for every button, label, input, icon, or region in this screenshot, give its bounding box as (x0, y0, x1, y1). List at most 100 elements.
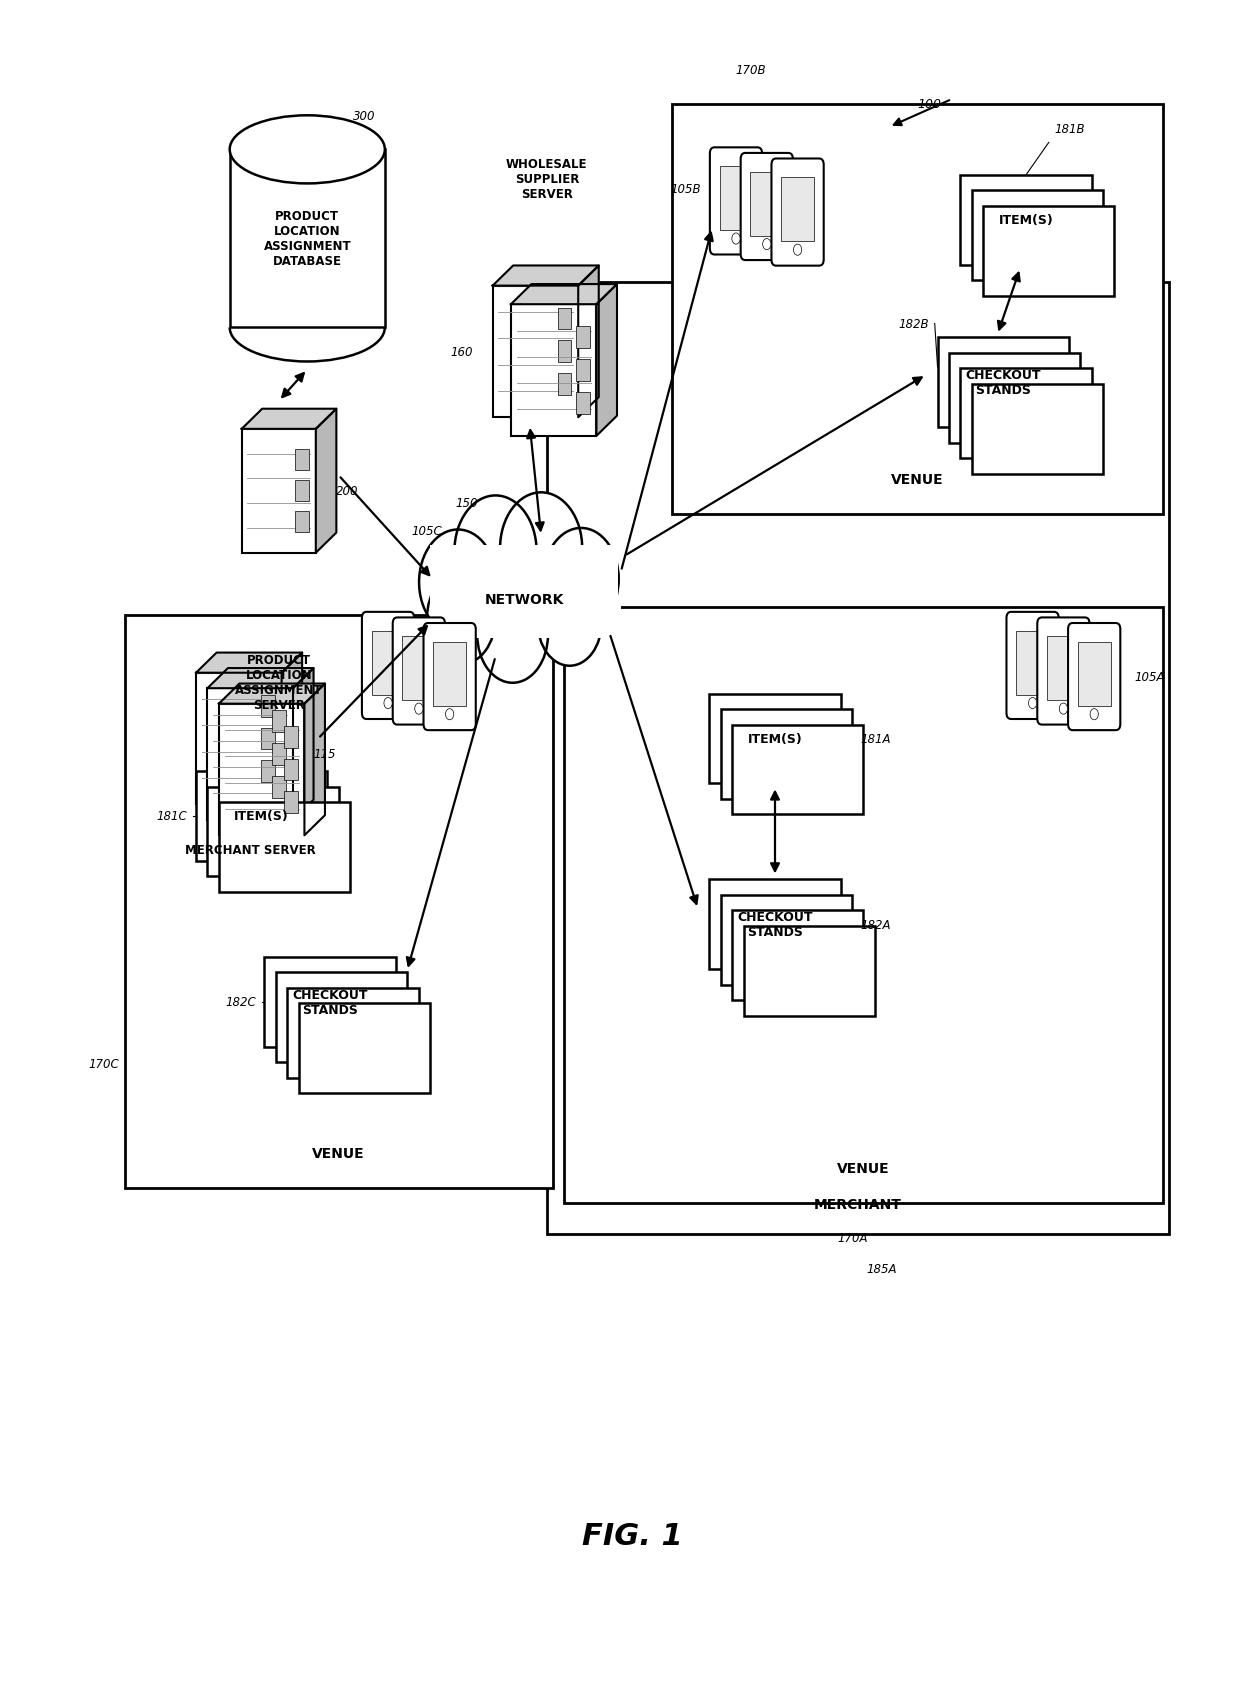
Bar (284, 727, 298, 748)
Bar (709, 695, 841, 784)
Bar (273, 777, 286, 799)
Text: NETWORK: NETWORK (485, 592, 564, 607)
Circle shape (477, 587, 548, 683)
Bar (961, 177, 1091, 266)
Text: 182B: 182B (899, 318, 929, 331)
Circle shape (543, 528, 619, 631)
Text: 100: 100 (918, 98, 941, 111)
Bar (242, 429, 316, 553)
Text: CHECKOUT
STANDS: CHECKOUT STANDS (966, 368, 1040, 397)
Circle shape (794, 246, 802, 256)
Bar (558, 308, 572, 330)
Text: 160: 160 (450, 346, 472, 358)
Polygon shape (596, 284, 618, 437)
Polygon shape (196, 653, 303, 673)
FancyBboxPatch shape (1068, 624, 1120, 730)
Bar (720, 895, 852, 986)
Bar (961, 370, 1091, 459)
Bar (295, 511, 309, 533)
Polygon shape (219, 685, 325, 705)
Bar (733, 912, 863, 1001)
Bar (547, 283, 1168, 1235)
Text: 185A: 185A (867, 1262, 897, 1275)
Bar (733, 725, 863, 814)
Bar (262, 760, 275, 782)
Text: CHECKOUT
STANDS: CHECKOUT STANDS (293, 987, 368, 1016)
Text: 105A: 105A (1135, 671, 1164, 683)
Polygon shape (492, 266, 599, 286)
Circle shape (1090, 710, 1099, 720)
Bar (264, 957, 396, 1046)
Bar (219, 802, 350, 891)
Bar (219, 705, 305, 836)
Text: FIG. 1: FIG. 1 (582, 1522, 683, 1551)
Circle shape (454, 496, 537, 607)
Circle shape (427, 572, 496, 664)
FancyBboxPatch shape (424, 624, 476, 730)
Text: MERCHANT: MERCHANT (813, 1198, 901, 1211)
Bar (564, 607, 1163, 1203)
Bar (558, 341, 572, 363)
Bar (433, 643, 466, 706)
Bar (709, 880, 841, 969)
Bar (207, 787, 339, 876)
Circle shape (384, 698, 392, 710)
Text: PRODUCT
LOCATION
ASSIGNMENT
SERVER: PRODUCT LOCATION ASSIGNMENT SERVER (234, 654, 322, 711)
FancyBboxPatch shape (740, 153, 792, 261)
Text: CHECKOUT
STANDS: CHECKOUT STANDS (738, 910, 812, 939)
Bar (1078, 643, 1111, 706)
Bar (972, 385, 1104, 474)
Circle shape (500, 493, 583, 604)
Text: 181A: 181A (861, 733, 892, 745)
Circle shape (538, 580, 601, 666)
Text: VENUE: VENUE (892, 473, 944, 486)
Polygon shape (578, 266, 599, 417)
Text: 182A: 182A (861, 918, 892, 932)
Bar (575, 326, 590, 348)
Bar (295, 451, 309, 471)
Bar (125, 616, 553, 1187)
Text: 105B: 105B (671, 183, 701, 197)
Bar (575, 392, 590, 415)
Text: 170A: 170A (838, 1231, 868, 1245)
Bar (720, 710, 852, 799)
Text: PRODUCT
LOCATION
ASSIGNMENT
DATABASE: PRODUCT LOCATION ASSIGNMENT DATABASE (263, 210, 351, 267)
Bar (781, 178, 813, 242)
Bar (273, 743, 286, 765)
Text: ITEM(S): ITEM(S) (748, 733, 802, 745)
Text: MERCHANT SERVER: MERCHANT SERVER (185, 843, 316, 856)
Bar (983, 207, 1115, 296)
Text: 115: 115 (312, 748, 336, 760)
Circle shape (445, 710, 454, 720)
FancyBboxPatch shape (362, 612, 414, 720)
Bar (262, 728, 275, 750)
Bar (744, 927, 875, 1016)
Ellipse shape (229, 116, 384, 185)
Bar (492, 286, 578, 417)
FancyBboxPatch shape (1038, 617, 1090, 725)
Bar (1016, 631, 1049, 695)
Text: WHOLESALE
SUPPLIER
SERVER: WHOLESALE SUPPLIER SERVER (506, 158, 588, 202)
Text: 300: 300 (353, 111, 376, 123)
Bar (229, 150, 384, 328)
Bar (284, 759, 298, 780)
Polygon shape (293, 669, 314, 821)
Bar (288, 989, 419, 1078)
Bar (207, 690, 293, 821)
Bar (295, 481, 309, 501)
Circle shape (1059, 703, 1068, 715)
Bar (558, 373, 572, 395)
Polygon shape (511, 284, 618, 304)
Text: 181C: 181C (156, 811, 187, 822)
Bar (972, 192, 1104, 281)
FancyBboxPatch shape (709, 148, 763, 256)
Circle shape (732, 234, 740, 246)
Bar (196, 673, 281, 804)
Text: 200: 200 (336, 484, 358, 498)
Bar (750, 173, 784, 237)
Bar (430, 545, 618, 639)
Polygon shape (281, 653, 303, 804)
Bar (719, 167, 753, 230)
Polygon shape (207, 669, 314, 690)
Circle shape (1028, 698, 1037, 710)
